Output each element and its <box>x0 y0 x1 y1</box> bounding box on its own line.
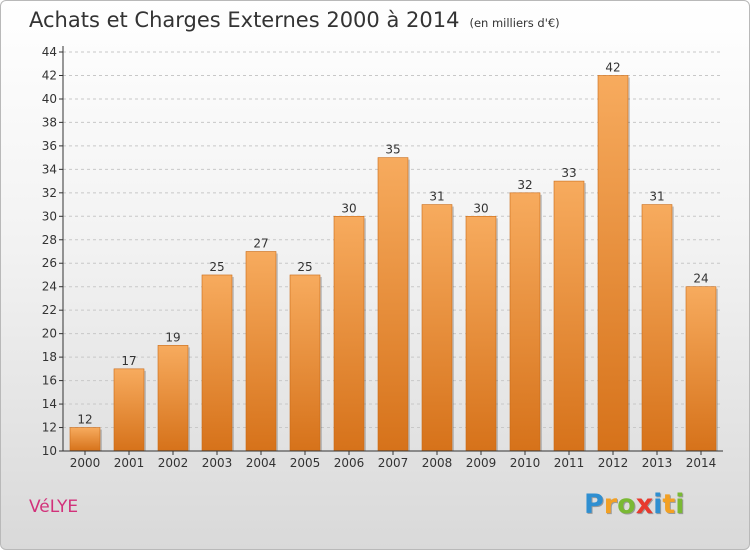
data-label: 24 <box>693 272 708 286</box>
logo-letter: x <box>635 489 654 520</box>
chart-title: Achats et Charges Externes 2000 à 2014 (e… <box>29 8 560 32</box>
data-label: 25 <box>297 260 312 274</box>
x-tick-label: 2012 <box>598 456 629 470</box>
x-tick-label: 2006 <box>334 456 365 470</box>
logo-letter: P <box>584 489 604 520</box>
bar <box>553 180 585 452</box>
x-tick-label: 2013 <box>642 456 673 470</box>
title-text: Achats et Charges Externes 2000 à 2014 <box>29 8 460 32</box>
y-tick-label: 14 <box>42 397 57 411</box>
data-label: 31 <box>429 190 444 204</box>
y-tick-label: 34 <box>42 162 57 176</box>
bar <box>685 286 717 452</box>
bar <box>421 204 453 452</box>
x-tick-label: 2008 <box>422 456 453 470</box>
bar <box>289 274 321 452</box>
x-tick-label: 2005 <box>290 456 321 470</box>
y-tick-label: 38 <box>42 115 57 129</box>
y-tick-label: 10 <box>42 444 57 458</box>
bar <box>509 192 541 452</box>
y-tick-label: 28 <box>42 233 57 247</box>
bar <box>597 75 629 452</box>
y-tick-label: 30 <box>42 209 57 223</box>
x-tick-label: 2000 <box>70 456 101 470</box>
logo-letter: t <box>662 489 676 520</box>
data-label: 12 <box>77 413 92 427</box>
bars <box>69 75 718 452</box>
data-label: 19 <box>165 330 180 344</box>
y-tick-label: 36 <box>42 139 57 153</box>
data-label: 30 <box>341 201 356 215</box>
data-label: 35 <box>385 143 400 157</box>
logo-letter: r <box>603 489 618 520</box>
y-tick-label: 18 <box>42 350 57 364</box>
y-tick-label: 42 <box>42 68 57 82</box>
x-tick-label: 2014 <box>686 456 717 470</box>
x-axis-ticks: 2000 2001 2002 2003 2004 2005 2006 2007 2008 2009… <box>70 451 717 470</box>
x-tick-label: 2010 <box>510 456 541 470</box>
data-label: 17 <box>121 354 136 368</box>
data-label: 27 <box>253 237 268 251</box>
x-tick-label: 2009 <box>466 456 497 470</box>
y-tick-label: 32 <box>42 186 57 200</box>
logo-letter: i <box>653 489 663 520</box>
bar <box>641 204 673 452</box>
y-tick-label: 20 <box>42 327 57 341</box>
y-tick-label: 12 <box>42 421 57 435</box>
x-tick-label: 2004 <box>246 456 277 470</box>
y-tick-label: 16 <box>42 374 57 388</box>
y-tick-label: 40 <box>42 92 57 106</box>
x-tick-label: 2002 <box>158 456 189 470</box>
y-tick-label: 22 <box>42 303 57 317</box>
logo-letter: i <box>675 489 685 520</box>
bar <box>377 157 409 452</box>
data-labels: 12 17 19 25 27 25 30 35 31 30 32 33 42 31 24 <box>77 60 708 426</box>
y-tick-label: 24 <box>42 280 57 294</box>
y-tick-label: 44 <box>42 45 57 59</box>
bar <box>157 345 189 452</box>
data-label: 32 <box>517 178 532 192</box>
logo-letter: o <box>617 489 636 520</box>
bar <box>245 251 277 452</box>
bar <box>201 274 233 452</box>
data-label: 42 <box>605 60 620 74</box>
y-tick-label: 26 <box>42 256 57 270</box>
data-label: 25 <box>209 260 224 274</box>
x-tick-label: 2001 <box>114 456 145 470</box>
bar <box>113 368 145 452</box>
unit-label: (en milliers d'€) <box>469 16 560 30</box>
bar <box>333 215 365 452</box>
data-label: 33 <box>561 166 576 180</box>
y-axis-ticks: 10 12 14 16 18 20 22 24 26 28 30 32 34 36 38 40 42 44 <box>42 45 63 458</box>
x-tick-label: 2003 <box>202 456 233 470</box>
proxiti-logo: Proxiti <box>584 489 685 520</box>
bar <box>465 215 497 452</box>
x-tick-label: 2011 <box>554 456 585 470</box>
data-label: 31 <box>649 190 664 204</box>
bar <box>69 427 101 452</box>
commune-name: VéLYE <box>29 497 79 517</box>
x-tick-label: 2007 <box>378 456 409 470</box>
data-label: 30 <box>473 201 488 215</box>
